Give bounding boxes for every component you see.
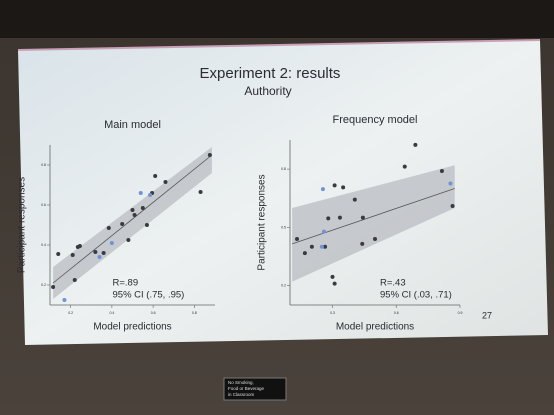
page-number: 27 — [482, 310, 492, 320]
x-axis-label: Model predictions — [93, 322, 171, 333]
point — [302, 251, 307, 256]
slide-title: Experiment 2: results — [200, 65, 341, 82]
chart-title: Main model — [104, 119, 161, 131]
point — [352, 197, 357, 202]
slide-edge — [17, 39, 541, 51]
point — [93, 250, 98, 254]
sign-text: Food or Beverage — [228, 386, 265, 391]
point — [51, 285, 56, 289]
point — [101, 251, 106, 255]
chart-title: Frequency model — [333, 114, 418, 126]
y-axis-label: Participant responses — [17, 177, 28, 273]
point — [140, 206, 145, 210]
point — [450, 204, 455, 208]
point — [153, 174, 158, 178]
confidence-band — [292, 165, 455, 282]
point — [332, 183, 337, 188]
point — [77, 244, 82, 248]
point — [322, 229, 326, 234]
point — [295, 237, 300, 241]
x-tick-label: 0.6 — [394, 311, 399, 315]
sign-text: in Classroom — [228, 392, 255, 397]
point — [439, 169, 444, 174]
point — [70, 253, 75, 257]
x-tick-label: 0.8 — [192, 311, 197, 315]
point — [148, 193, 153, 197]
point — [448, 181, 453, 186]
slide-subtitle: Authority — [244, 84, 291, 98]
y-tick-label: 0.8 — [41, 163, 46, 167]
point — [360, 241, 365, 246]
point — [360, 215, 365, 220]
point — [120, 222, 125, 226]
x-tick-label: 0.3 — [330, 311, 335, 315]
point — [413, 142, 418, 147]
y-tick-label: 0.2 — [281, 284, 286, 288]
point — [106, 226, 111, 230]
x-tick-label: 0.9 — [458, 311, 463, 315]
point — [320, 187, 325, 192]
sign — [223, 377, 287, 401]
point — [109, 241, 114, 245]
y-tick-label: 0.5 — [281, 225, 286, 229]
y-axis-label: Participant responses — [257, 174, 268, 270]
y-tick-label: 0.8 — [281, 167, 286, 171]
annotation: 95% CI (.03, .71) — [380, 290, 452, 301]
x-tick-label: 0.4 — [109, 311, 114, 315]
point — [337, 215, 342, 220]
point — [309, 244, 314, 249]
point — [332, 281, 337, 286]
point — [126, 238, 131, 242]
y-tick-label: 0.4 — [41, 243, 46, 247]
confidence-band — [53, 147, 212, 299]
point — [130, 208, 135, 212]
ceiling — [0, 0, 554, 38]
point — [323, 244, 328, 249]
point — [373, 237, 377, 241]
point — [402, 164, 407, 169]
sign-text: No Smoking, — [228, 380, 254, 385]
point — [72, 278, 77, 282]
point — [132, 213, 137, 217]
point — [207, 153, 212, 157]
fit-line — [291, 188, 455, 245]
y-tick-label: 0.2 — [41, 283, 46, 287]
point — [330, 274, 335, 279]
y-tick-label: 0.6 — [41, 203, 46, 207]
point — [138, 191, 143, 195]
annotation: R=.43 — [380, 278, 406, 289]
x-axis-label: Model predictions — [336, 322, 414, 333]
point — [341, 185, 346, 190]
point — [62, 298, 67, 302]
point — [198, 190, 203, 194]
point — [97, 255, 102, 259]
point — [144, 223, 149, 227]
slide — [18, 40, 548, 345]
annotation: R=.89 — [113, 278, 139, 289]
point — [319, 244, 324, 249]
point — [326, 216, 331, 221]
point — [56, 252, 61, 256]
annotation: 95% CI (.75, .95) — [113, 290, 185, 301]
x-tick-label: 0.6 — [151, 311, 156, 315]
x-tick-label: 0.2 — [68, 311, 73, 315]
point — [163, 180, 168, 184]
fit-line — [52, 154, 213, 284]
